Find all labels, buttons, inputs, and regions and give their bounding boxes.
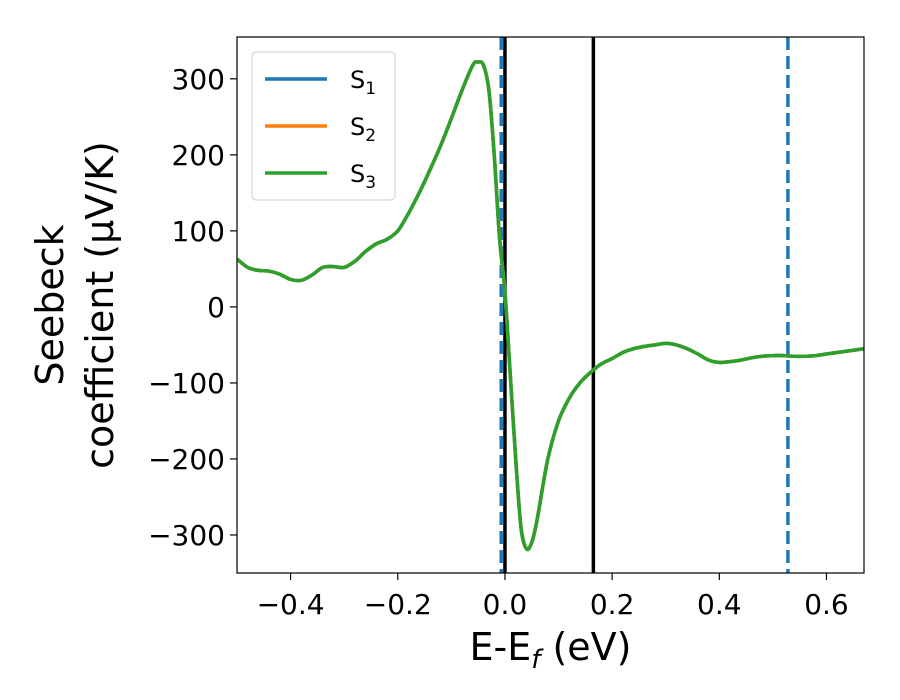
y-tick-label: −200 [148, 443, 225, 476]
x-tick-label: 0.4 [697, 588, 742, 621]
y-axis-label-line1: Seebeck [28, 224, 72, 385]
x-tick-label: −0.2 [364, 588, 432, 621]
x-axis-label: E-Ef (eV) [470, 625, 632, 675]
axis-ticks: −0.4 −0.2 0.0 0.2 0.4 0.6 −300 −200 −100 0 100 200 3… [148, 63, 849, 621]
y-axis-label: Seebeck coefficient (μV/K) [28, 141, 122, 469]
vertical-reference-lines [499, 37, 790, 573]
y-tick-label: 300 [172, 63, 225, 96]
legend-label-s3: S3 [350, 160, 376, 193]
legend-label-s2: S2 [350, 113, 376, 146]
x-tick-label: 0.2 [590, 588, 635, 621]
x-tick-label: −0.4 [257, 588, 325, 621]
y-tick-label: −300 [148, 519, 225, 552]
x-tick-label: 0.0 [483, 588, 528, 621]
y-tick-label: −100 [148, 367, 225, 400]
y-tick-label: 0 [207, 291, 225, 324]
legend-label-s1: S1 [350, 66, 376, 99]
legend: S1 S2 S3 [251, 51, 396, 201]
y-tick-label: 200 [172, 139, 225, 172]
series-lines [237, 60, 864, 552]
series-line-s3 [237, 60, 864, 552]
plot-frame [236, 36, 865, 574]
y-axis-label-line2: coefficient (μV/K) [78, 141, 122, 469]
x-tick-label: 0.6 [804, 588, 849, 621]
y-tick-label: 100 [172, 215, 225, 248]
